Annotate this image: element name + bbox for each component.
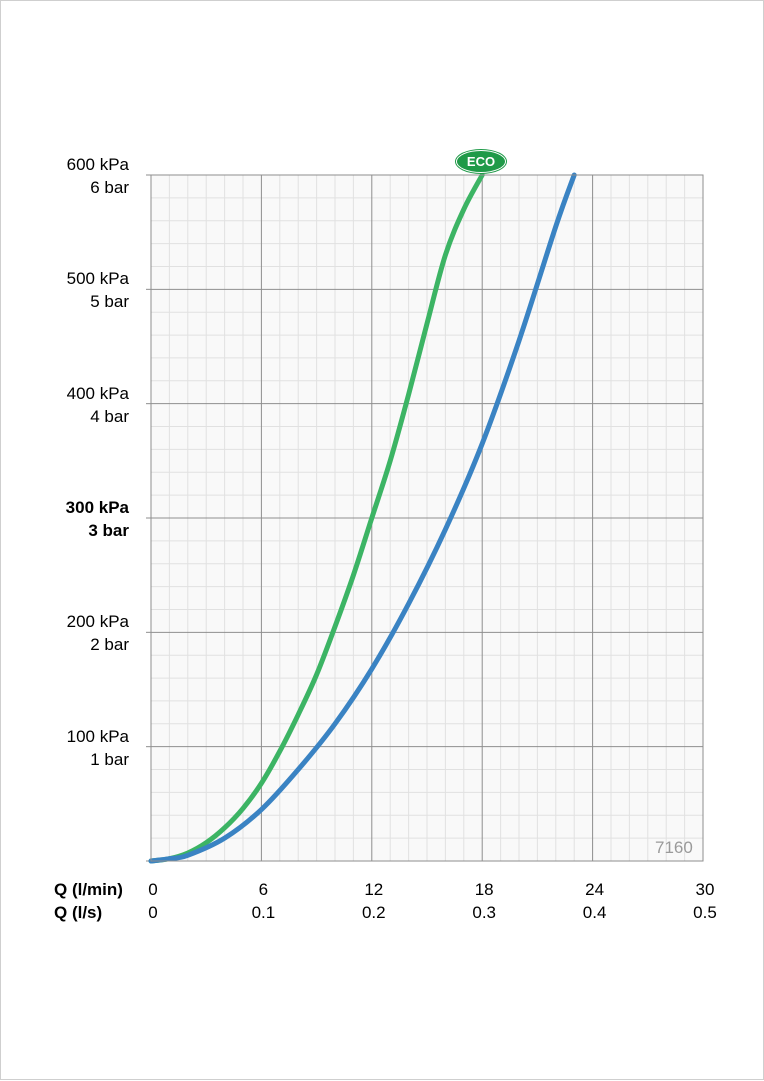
- x-tick-lmin: 24: [585, 880, 605, 899]
- y-tick-bar: 3 bar: [88, 521, 129, 540]
- y-tick-kpa: 100 kPa: [66, 726, 129, 746]
- x-axis-label-ls: Q (l/s): [54, 903, 103, 922]
- standard-curve: [148, 172, 577, 864]
- eco-curve: [148, 172, 485, 864]
- x-tick-lmin: 18: [474, 880, 494, 899]
- y-tick-bar: 5 bar: [90, 292, 129, 312]
- x-tick-ls: 0.3: [472, 903, 496, 922]
- x-tick-ls: 0.4: [582, 903, 607, 922]
- plot-frame: [150, 174, 704, 862]
- y-tick-bar: 1 bar: [90, 749, 129, 769]
- x-tick-ls: 0.1: [251, 903, 276, 922]
- x-tick-lmin: 6: [258, 880, 269, 899]
- x-tick-ls: 0.2: [361, 903, 386, 922]
- y-tick-kpa: 600 kPa: [66, 155, 129, 174]
- y-tick-bar: 6 bar: [90, 178, 129, 197]
- curves: [148, 172, 577, 864]
- x-axis-label-lmin: Q (l/min): [54, 880, 123, 899]
- y-tick-kpa: 500 kPa: [66, 269, 129, 289]
- y-tick-bar: 4 bar: [90, 406, 129, 426]
- x-tick-ls: 0: [148, 903, 158, 922]
- eco-badge: ECO: [456, 150, 506, 173]
- x-tick-lmin: 0: [148, 880, 158, 899]
- y-tick-kpa: 200 kPa: [66, 612, 129, 632]
- x-tick-ls: 0.5: [693, 903, 717, 922]
- chart-id-label: 7160: [655, 838, 693, 857]
- y-tick-bar: 2 bar: [90, 635, 129, 655]
- x-tick-lmin: 12: [364, 880, 384, 899]
- x-tick-lmin: 30: [695, 880, 715, 899]
- y-tick-kpa: 400 kPa: [66, 383, 129, 403]
- y-tick-kpa: 300 kPa: [65, 498, 129, 517]
